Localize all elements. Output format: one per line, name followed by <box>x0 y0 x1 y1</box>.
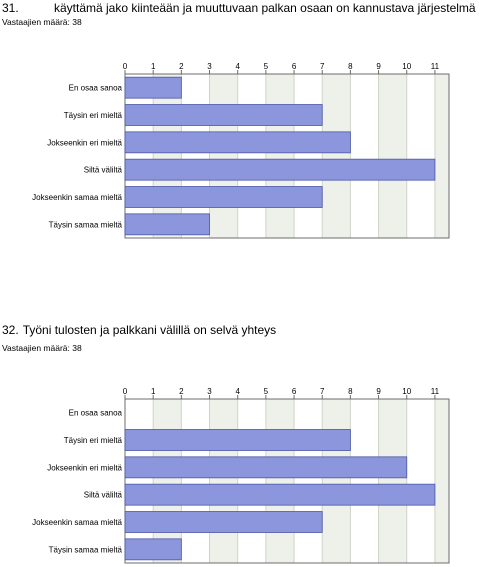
tick-label: 6 <box>292 62 297 71</box>
category-labels: En osaa sanoa Täysin eri mieltä Jokseenkin… <box>32 409 122 555</box>
x-axis-ticks: 0 1 2 3 4 5 6 7 8 9 10 11 <box>123 387 440 399</box>
bar <box>124 158 436 181</box>
grid-band <box>181 74 210 238</box>
bar <box>124 456 408 479</box>
grid-band <box>265 399 295 563</box>
bar <box>124 511 323 533</box>
tick-label: 5 <box>264 387 269 396</box>
grid-band <box>322 399 351 563</box>
category-label: Täysin samaa mieltä <box>49 545 123 554</box>
grid-band <box>322 74 351 238</box>
bar <box>124 104 323 126</box>
category-label: Täysin eri mieltä <box>64 111 123 120</box>
grid-band <box>209 74 238 238</box>
grid-band <box>378 74 407 238</box>
bar <box>124 76 182 99</box>
tick-label: 7 <box>320 62 325 71</box>
grid-band <box>406 74 435 238</box>
grid-band <box>153 399 182 563</box>
tick-label: 1 <box>151 387 156 396</box>
respondent-count: Vastaajien määrä: 38 <box>2 17 82 27</box>
category-label: Jokseenkin eri mieltä <box>47 138 122 147</box>
tick-label: 8 <box>348 62 353 71</box>
grid-band <box>209 399 238 563</box>
bar <box>124 429 351 451</box>
question-text: käyttämä jako kiinteään ja muuttuvaan pa… <box>54 1 476 15</box>
grid-band <box>406 399 435 563</box>
plot-frame <box>124 398 450 564</box>
tick-label: 3 <box>207 62 212 71</box>
grid-bands <box>125 399 449 563</box>
bar-chart: 0 1 2 3 4 5 6 7 8 9 10 11 En osaa sanoa Täysin eri mi… <box>32 62 450 239</box>
grid-band <box>294 74 323 238</box>
tick-label: 0 <box>123 62 128 71</box>
grid-band <box>378 399 407 563</box>
category-label: Jokseenkin samaa mieltä <box>32 193 122 202</box>
tick-label: 5 <box>264 62 269 71</box>
question-number: 32. <box>2 323 19 337</box>
tick-label: 9 <box>376 62 381 71</box>
category-label: Täysin eri mieltä <box>64 436 123 445</box>
tick-label: 7 <box>320 387 325 396</box>
grid-band <box>125 399 154 563</box>
grid-band <box>350 74 379 238</box>
tick-label: 3 <box>207 387 212 396</box>
question-number: 31. <box>2 1 19 15</box>
respondent-count: Vastaajien määrä: 38 <box>2 343 82 353</box>
tick-label: 0 <box>123 387 128 396</box>
grid-band <box>294 399 323 563</box>
tick-label: 2 <box>179 387 184 396</box>
bar-chart: 0 1 2 3 4 5 6 7 8 9 10 11 En osaa sanoa Täysin eri mi… <box>32 387 450 564</box>
grid-band <box>237 399 266 563</box>
grid-bands <box>125 74 449 238</box>
category-label: Siltä väliltä <box>84 166 123 175</box>
category-label: Jokseenkin samaa mieltä <box>32 518 122 527</box>
bar <box>124 483 436 506</box>
bars <box>124 76 436 236</box>
chart-title: 32. Työni tulosten ja palkkani välillä on… <box>2 323 276 337</box>
chart-title: 31. käyttämä jako kiinteään ja muuttuvaan… <box>2 1 476 15</box>
tick-label: 11 <box>431 387 440 396</box>
category-label: Jokseenkin eri mieltä <box>47 463 122 472</box>
x-axis-ticks: 0 1 2 3 4 5 6 7 8 9 10 11 <box>123 62 440 74</box>
bar <box>124 213 210 236</box>
category-label: Siltä väliltä <box>84 491 123 500</box>
grid-band <box>434 399 449 563</box>
grid-band <box>434 74 449 238</box>
tick-label: 6 <box>292 387 297 396</box>
bar <box>124 131 351 154</box>
tick-label: 10 <box>402 62 411 71</box>
grid-band <box>237 74 266 238</box>
bar <box>124 186 323 208</box>
category-label: Täysin samaa mieltä <box>49 220 123 229</box>
bars <box>124 429 436 561</box>
tick-label: 11 <box>431 62 440 71</box>
grid-band <box>153 74 182 238</box>
grid-band <box>125 74 154 238</box>
category-label: En osaa sanoa <box>69 84 123 93</box>
tick-label: 4 <box>235 387 240 396</box>
tick-label: 4 <box>235 62 240 71</box>
plot-frame <box>124 73 450 239</box>
tick-label: 2 <box>179 62 184 71</box>
category-label: En osaa sanoa <box>69 409 123 418</box>
tick-label: 9 <box>376 387 381 396</box>
tick-label: 1 <box>151 62 156 71</box>
grid-band <box>350 399 379 563</box>
bar <box>124 538 182 561</box>
question-text: Työni tulosten ja palkkani välillä on se… <box>22 323 277 337</box>
tick-label: 10 <box>402 387 411 396</box>
category-labels: En osaa sanoa Täysin eri mieltä Jokseenkin… <box>32 84 122 230</box>
grid-band <box>181 399 210 563</box>
tick-label: 8 <box>348 387 353 396</box>
grid-band <box>265 74 295 238</box>
